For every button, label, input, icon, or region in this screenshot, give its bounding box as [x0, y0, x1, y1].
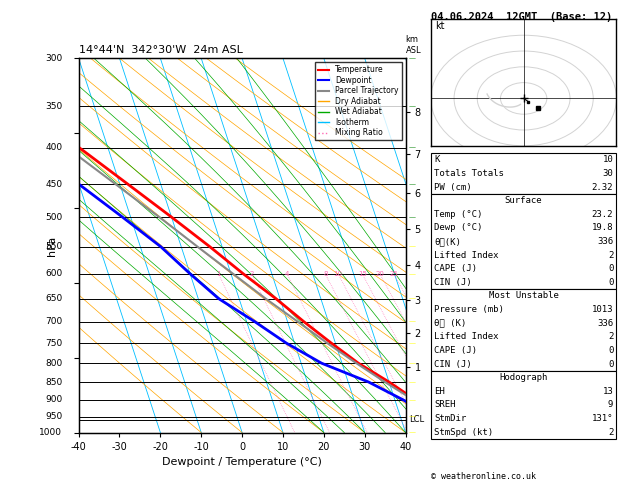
Text: EH: EH: [434, 387, 445, 396]
Text: —: —: [408, 55, 416, 61]
Text: 14°44'N  342°30'W  24m ASL: 14°44'N 342°30'W 24m ASL: [79, 45, 243, 55]
Text: 850: 850: [45, 378, 62, 386]
Text: 2: 2: [608, 251, 613, 260]
Text: 23.2: 23.2: [592, 210, 613, 219]
Text: 2: 2: [249, 271, 253, 277]
Text: —: —: [408, 295, 416, 302]
Text: Lifted Index: Lifted Index: [434, 332, 499, 341]
Text: CAPE (J): CAPE (J): [434, 264, 477, 273]
Text: θᴛ (K): θᴛ (K): [434, 319, 466, 328]
Text: 750: 750: [45, 339, 62, 347]
Text: —: —: [408, 145, 416, 151]
Text: 300: 300: [45, 54, 62, 63]
Text: 20: 20: [376, 271, 384, 277]
Text: 30: 30: [603, 169, 613, 178]
Text: —: —: [408, 243, 416, 250]
Text: 0: 0: [608, 278, 613, 287]
Text: —: —: [408, 379, 416, 385]
Text: 2: 2: [608, 428, 613, 436]
Text: 8: 8: [323, 271, 328, 277]
Text: 336: 336: [597, 319, 613, 328]
Text: —: —: [408, 397, 416, 403]
Text: CIN (J): CIN (J): [434, 278, 472, 287]
Text: 500: 500: [45, 212, 62, 222]
Text: Totals Totals: Totals Totals: [434, 169, 504, 178]
Text: —: —: [408, 103, 416, 109]
Text: 4: 4: [285, 271, 289, 277]
X-axis label: Dewpoint / Temperature (°C): Dewpoint / Temperature (°C): [162, 457, 322, 467]
Text: 9: 9: [608, 400, 613, 409]
Text: 0: 0: [608, 346, 613, 355]
Text: Surface: Surface: [505, 196, 542, 205]
Text: CIN (J): CIN (J): [434, 360, 472, 368]
Text: —: —: [408, 319, 416, 325]
Text: 1000: 1000: [39, 428, 62, 437]
Text: 10: 10: [603, 156, 613, 164]
Text: 800: 800: [45, 359, 62, 368]
Text: 0: 0: [608, 360, 613, 368]
Text: CAPE (J): CAPE (J): [434, 346, 477, 355]
Text: 25: 25: [389, 271, 398, 277]
Text: —: —: [408, 181, 416, 187]
Text: Temp (°C): Temp (°C): [434, 210, 482, 219]
Text: km
ASL: km ASL: [406, 35, 421, 54]
Text: 700: 700: [45, 317, 62, 326]
Text: 15: 15: [358, 271, 367, 277]
Text: Mixing Ratio (g/kg): Mixing Ratio (g/kg): [431, 203, 441, 288]
Text: 1013: 1013: [592, 305, 613, 314]
Text: 950: 950: [45, 412, 62, 421]
Text: hPa: hPa: [47, 235, 57, 256]
Legend: Temperature, Dewpoint, Parcel Trajectory, Dry Adiabat, Wet Adiabat, Isotherm, Mi: Temperature, Dewpoint, Parcel Trajectory…: [314, 62, 402, 140]
Text: 1: 1: [216, 271, 221, 277]
Text: 0: 0: [608, 264, 613, 273]
Text: SREH: SREH: [434, 400, 455, 409]
Text: PW (cm): PW (cm): [434, 183, 472, 191]
Text: LCL: LCL: [409, 416, 424, 424]
Text: Pressure (mb): Pressure (mb): [434, 305, 504, 314]
Text: StmSpd (kt): StmSpd (kt): [434, 428, 493, 436]
Text: StmDir: StmDir: [434, 414, 466, 423]
Text: 13: 13: [603, 387, 613, 396]
Text: kt: kt: [435, 21, 445, 31]
Text: Hodograph: Hodograph: [499, 373, 548, 382]
Text: 650: 650: [45, 294, 62, 303]
Text: —: —: [408, 214, 416, 220]
Text: Most Unstable: Most Unstable: [489, 292, 559, 300]
Text: 900: 900: [45, 395, 62, 404]
Text: —: —: [408, 430, 416, 435]
Text: © weatheronline.co.uk: © weatheronline.co.uk: [431, 472, 536, 481]
Text: —: —: [408, 340, 416, 346]
Text: 10: 10: [333, 271, 343, 277]
Text: 04.06.2024  12GMT  (Base: 12): 04.06.2024 12GMT (Base: 12): [431, 12, 612, 22]
Text: K: K: [434, 156, 440, 164]
Text: —: —: [408, 414, 416, 419]
Text: —: —: [408, 271, 416, 277]
Text: —: —: [408, 360, 416, 366]
Text: θᴛ(K): θᴛ(K): [434, 237, 461, 246]
Text: 600: 600: [45, 269, 62, 278]
Text: 350: 350: [45, 102, 62, 111]
Text: Dewp (°C): Dewp (°C): [434, 224, 482, 232]
Text: 400: 400: [45, 143, 62, 152]
Text: 19.8: 19.8: [592, 224, 613, 232]
Text: 2.32: 2.32: [592, 183, 613, 191]
Text: 131°: 131°: [592, 414, 613, 423]
Text: 336: 336: [597, 237, 613, 246]
Text: 550: 550: [45, 242, 62, 251]
Text: 450: 450: [45, 180, 62, 189]
Text: 2: 2: [608, 332, 613, 341]
Text: Lifted Index: Lifted Index: [434, 251, 499, 260]
